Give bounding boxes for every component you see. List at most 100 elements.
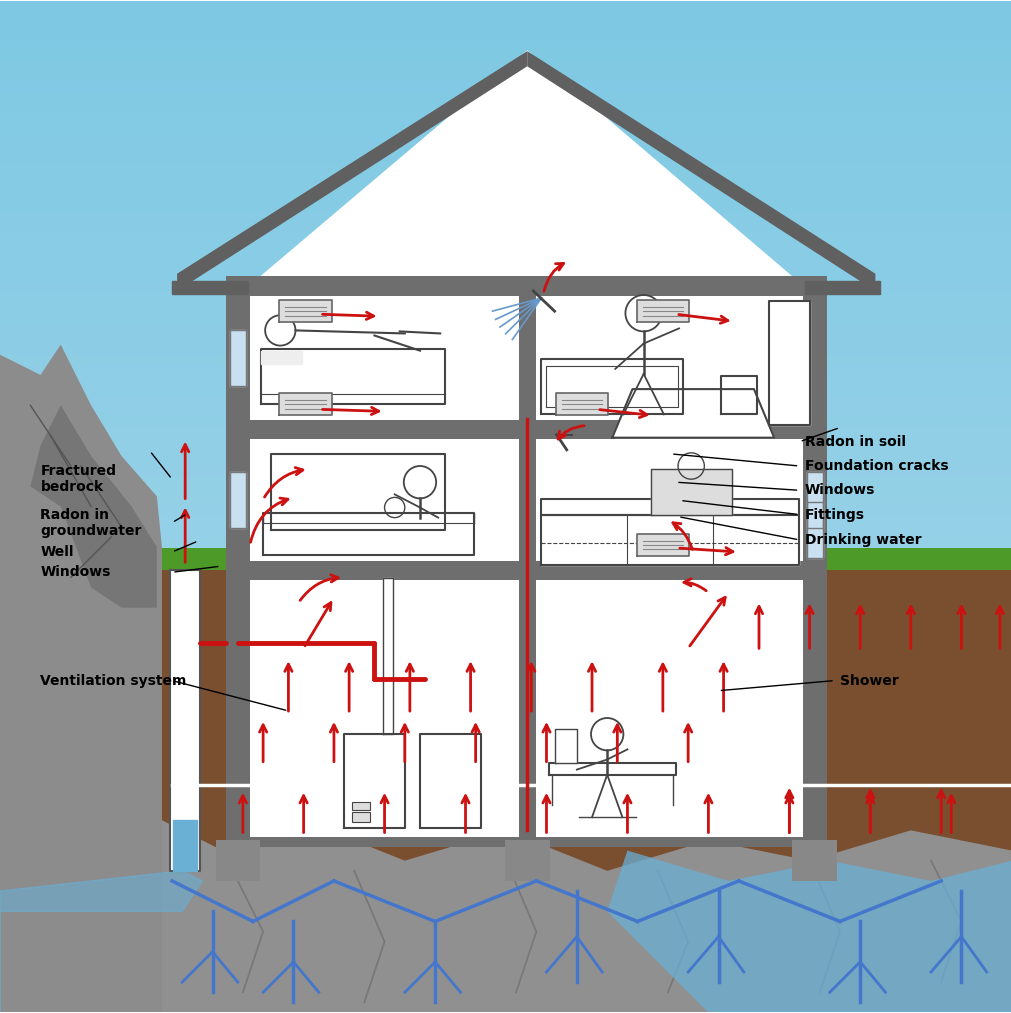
- Polygon shape: [607, 851, 1011, 1013]
- Text: Radon in
groundwater: Radon in groundwater: [40, 508, 142, 538]
- Polygon shape: [768, 301, 809, 424]
- Polygon shape: [0, 608, 1011, 618]
- Polygon shape: [0, 577, 1011, 588]
- Text: Drinking water: Drinking water: [804, 533, 920, 547]
- Polygon shape: [279, 393, 332, 415]
- Text: Radon in soil: Radon in soil: [804, 435, 905, 449]
- Polygon shape: [0, 20, 1011, 30]
- Polygon shape: [578, 805, 635, 817]
- Polygon shape: [0, 972, 1011, 983]
- Polygon shape: [0, 446, 1011, 456]
- Text: Ventilation system: Ventilation system: [40, 674, 187, 688]
- Polygon shape: [0, 81, 1011, 91]
- Polygon shape: [0, 527, 1011, 537]
- Polygon shape: [0, 425, 1011, 436]
- Polygon shape: [0, 395, 1011, 405]
- Polygon shape: [0, 385, 1011, 395]
- Text: Well: Well: [40, 545, 74, 559]
- Polygon shape: [612, 389, 773, 438]
- Polygon shape: [0, 689, 1011, 699]
- Polygon shape: [0, 648, 1011, 658]
- Polygon shape: [0, 709, 1011, 719]
- Polygon shape: [225, 419, 826, 440]
- Polygon shape: [0, 496, 1011, 506]
- Polygon shape: [177, 51, 527, 291]
- Polygon shape: [0, 162, 1011, 172]
- Polygon shape: [0, 841, 1011, 851]
- Polygon shape: [173, 821, 197, 871]
- Polygon shape: [0, 152, 1011, 162]
- Text: Foundation cracks: Foundation cracks: [804, 459, 947, 473]
- Text: Windows: Windows: [40, 565, 111, 579]
- Polygon shape: [0, 324, 1011, 334]
- Polygon shape: [541, 359, 682, 414]
- Text: Fractured
bedrock: Fractured bedrock: [40, 464, 116, 494]
- Polygon shape: [382, 578, 392, 734]
- Polygon shape: [0, 344, 1011, 355]
- Text: Shower: Shower: [839, 674, 898, 688]
- Polygon shape: [0, 405, 1011, 415]
- Polygon shape: [519, 286, 535, 841]
- Polygon shape: [0, 638, 1011, 648]
- Polygon shape: [636, 300, 688, 322]
- Polygon shape: [0, 71, 1011, 81]
- Polygon shape: [0, 365, 1011, 375]
- Polygon shape: [261, 348, 445, 404]
- Polygon shape: [636, 534, 688, 556]
- Polygon shape: [30, 405, 157, 608]
- Polygon shape: [0, 861, 1011, 871]
- Text: Windows: Windows: [804, 483, 875, 497]
- Polygon shape: [0, 760, 1011, 770]
- Bar: [352, 812, 370, 823]
- Polygon shape: [0, 902, 1011, 912]
- Polygon shape: [0, 0, 1011, 10]
- Polygon shape: [225, 560, 826, 580]
- Polygon shape: [0, 284, 1011, 294]
- Polygon shape: [0, 476, 1011, 486]
- Polygon shape: [0, 51, 1011, 61]
- Polygon shape: [0, 810, 1011, 821]
- Polygon shape: [0, 567, 1011, 577]
- Polygon shape: [0, 334, 1011, 344]
- Polygon shape: [225, 837, 826, 847]
- Polygon shape: [0, 415, 1011, 425]
- Polygon shape: [0, 274, 1011, 284]
- Polygon shape: [215, 841, 260, 881]
- Polygon shape: [0, 588, 1011, 598]
- Polygon shape: [0, 851, 1011, 861]
- Polygon shape: [0, 182, 1011, 192]
- Polygon shape: [250, 430, 802, 570]
- Polygon shape: [0, 800, 1011, 810]
- Polygon shape: [0, 142, 1011, 152]
- Polygon shape: [0, 993, 1011, 1003]
- Polygon shape: [806, 502, 822, 557]
- Polygon shape: [0, 952, 1011, 962]
- Polygon shape: [0, 375, 1011, 385]
- Polygon shape: [548, 763, 675, 775]
- Polygon shape: [0, 922, 1011, 932]
- Polygon shape: [0, 729, 1011, 739]
- Polygon shape: [250, 570, 802, 841]
- Polygon shape: [0, 658, 1011, 669]
- Polygon shape: [0, 719, 1011, 729]
- Polygon shape: [527, 51, 875, 291]
- Polygon shape: [0, 294, 1011, 304]
- Polygon shape: [0, 344, 162, 1013]
- Polygon shape: [0, 122, 1011, 132]
- Polygon shape: [0, 548, 1011, 570]
- Polygon shape: [0, 881, 1011, 891]
- Polygon shape: [541, 515, 799, 565]
- Polygon shape: [229, 472, 246, 528]
- Polygon shape: [504, 841, 549, 881]
- Polygon shape: [0, 263, 1011, 274]
- Polygon shape: [0, 41, 1011, 51]
- Polygon shape: [0, 30, 1011, 41]
- Polygon shape: [0, 739, 1011, 750]
- Polygon shape: [0, 91, 1011, 101]
- Polygon shape: [0, 871, 202, 1013]
- Polygon shape: [170, 570, 200, 871]
- Text: Fittings: Fittings: [804, 508, 863, 522]
- Polygon shape: [0, 101, 1011, 111]
- Polygon shape: [0, 780, 1011, 790]
- Bar: [352, 802, 370, 810]
